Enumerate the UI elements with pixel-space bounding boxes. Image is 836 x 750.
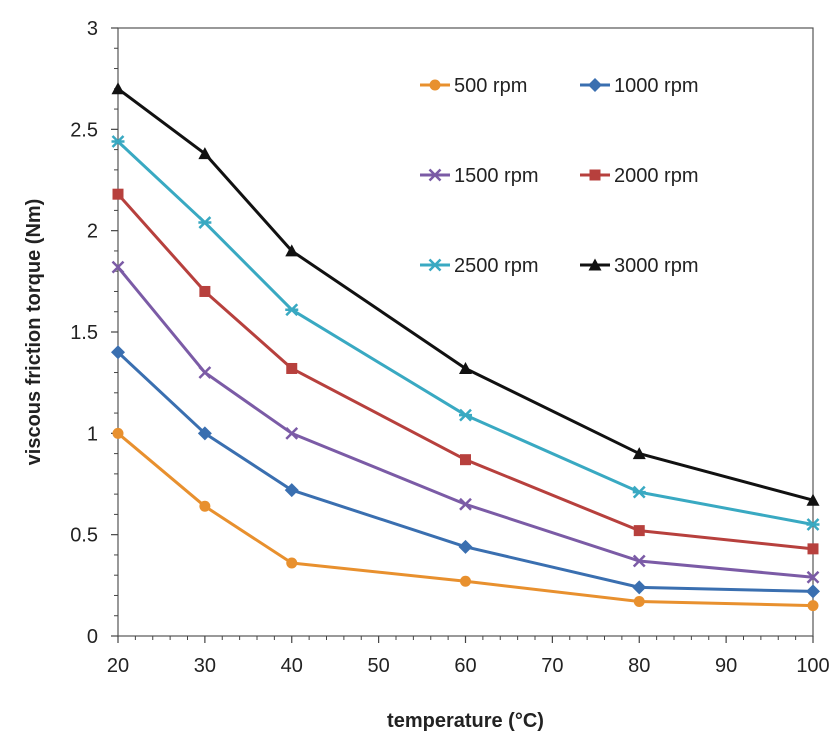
legend-swatch-marker <box>428 168 442 182</box>
series-line <box>116 266 814 579</box>
legend-item: 2000 rpm <box>580 165 699 187</box>
data-point <box>633 596 645 608</box>
series-line <box>116 193 814 551</box>
data-point <box>632 447 646 460</box>
data-point <box>633 525 645 537</box>
data-point <box>198 147 212 160</box>
series-2500-rpm <box>111 135 820 531</box>
data-point <box>286 557 298 569</box>
data-point <box>111 345 125 360</box>
legend-label: 3000 rpm <box>614 255 699 277</box>
series-500-rpm <box>112 427 819 612</box>
legend: 500 rpm 1000 rpm 1500 rpm 2000 rpm 2500 rpm 3… <box>420 75 699 277</box>
data-point <box>806 518 820 531</box>
legend-swatch-marker <box>588 78 602 92</box>
data-point <box>285 244 299 257</box>
data-point <box>459 497 472 511</box>
data-point <box>459 408 472 422</box>
data-point <box>111 260 125 274</box>
x-axis-title: temperature (°C) <box>387 710 544 732</box>
y-tick-label: 1.5 <box>70 322 98 344</box>
data-point <box>285 426 299 440</box>
data-point <box>199 285 211 297</box>
data-point <box>197 426 212 441</box>
y-axis: 0 0.5 1 1.5 2 2.5 3 <box>70 18 118 648</box>
y-tick-label: 3 <box>87 18 98 40</box>
series-line <box>116 351 814 593</box>
legend-label: 2500 rpm <box>454 255 539 277</box>
y-tick-label: 1 <box>87 423 98 445</box>
x-tick-label: 60 <box>454 655 476 677</box>
legend-label: 2000 rpm <box>614 165 699 187</box>
legend-swatch-marker <box>429 79 441 91</box>
data-point <box>111 82 125 95</box>
x-tick-label: 40 <box>281 655 303 677</box>
data-point <box>807 600 819 612</box>
data-point <box>806 493 820 506</box>
data-point <box>807 543 819 555</box>
x-tick-label: 80 <box>628 655 650 677</box>
series-line <box>117 432 814 608</box>
data-point <box>286 362 298 374</box>
y-tick-label: 2 <box>87 221 98 243</box>
series-2000-rpm <box>112 188 819 555</box>
data-point <box>199 500 211 512</box>
series-layer <box>111 82 820 612</box>
data-point <box>632 580 647 595</box>
series-line <box>116 140 814 527</box>
legend-label: 500 rpm <box>454 75 527 97</box>
x-tick-label: 90 <box>715 655 737 677</box>
data-point <box>198 216 212 229</box>
legend-item: 500 rpm <box>420 75 527 97</box>
legend-swatch-marker <box>428 258 442 272</box>
data-point <box>111 135 125 148</box>
y-tick-label: 0 <box>87 626 98 648</box>
legend-item: 2500 rpm <box>420 255 539 277</box>
data-point <box>112 188 124 200</box>
series-3000-rpm <box>111 82 820 506</box>
x-axis: 20 30 40 50 60 70 80 90 100 <box>107 636 830 677</box>
y-tick-label: 2.5 <box>70 119 98 141</box>
x-tick-label: 50 <box>368 655 390 677</box>
series-1000-rpm <box>111 345 820 599</box>
data-point <box>285 303 299 317</box>
data-point <box>460 575 471 587</box>
legend-item: 3000 rpm <box>580 255 699 277</box>
x-tick-label: 30 <box>194 655 216 677</box>
x-tick-label: 20 <box>107 655 129 677</box>
legend-label: 1000 rpm <box>614 75 699 97</box>
y-axis-title: viscous friction torque (Nm) <box>23 199 45 466</box>
data-point <box>632 485 646 499</box>
legend-swatch-marker <box>588 258 602 271</box>
data-point <box>112 427 124 439</box>
data-point <box>459 361 472 374</box>
y-tick-label: 0.5 <box>70 525 98 547</box>
data-point <box>198 366 212 379</box>
legend-item: 1500 rpm <box>420 165 539 187</box>
data-point <box>458 539 473 554</box>
data-point <box>284 483 299 498</box>
legend-label: 1500 rpm <box>454 165 539 187</box>
data-point <box>806 584 820 599</box>
legend-item: 1000 rpm <box>580 75 699 97</box>
series-1500-rpm <box>111 260 820 584</box>
data-point <box>632 554 646 568</box>
data-point <box>460 454 471 466</box>
x-tick-label: 70 <box>541 655 563 677</box>
x-tick-label: 100 <box>796 655 829 677</box>
series-line <box>117 87 814 502</box>
legend-swatch-marker <box>589 169 601 181</box>
data-point <box>806 570 820 584</box>
